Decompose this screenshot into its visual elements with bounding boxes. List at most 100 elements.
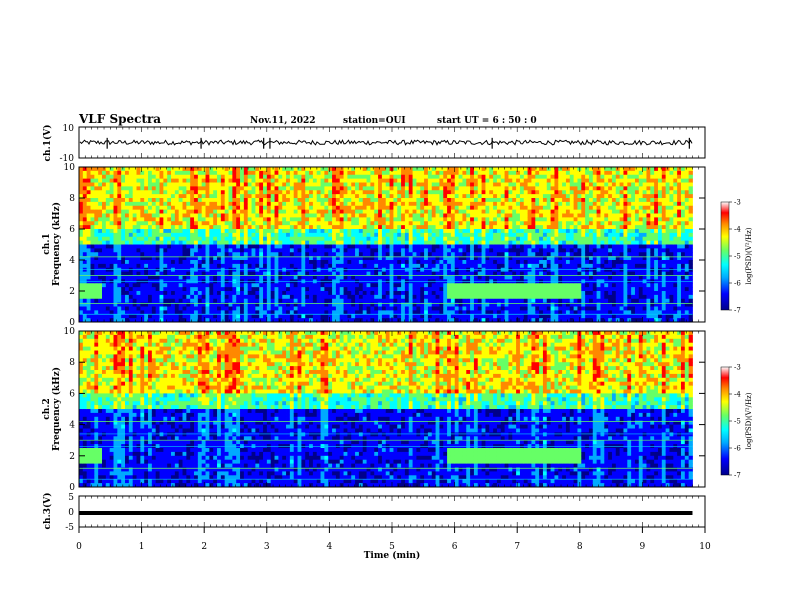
spec-cell	[255, 310, 260, 315]
spec-cell	[458, 209, 463, 214]
spec-cell	[450, 232, 456, 238]
spec-cell	[343, 198, 348, 203]
spec-cell	[182, 298, 187, 304]
spec-cell	[128, 236, 134, 242]
spec-cell	[186, 267, 191, 273]
spec-cell	[197, 194, 203, 199]
spec-cell	[339, 170, 344, 176]
spec-cell	[443, 232, 448, 238]
spec-cell	[519, 260, 525, 265]
spec-cell	[270, 294, 275, 300]
spec-cell	[205, 198, 210, 203]
spec-cell	[194, 201, 199, 207]
spec-cell	[401, 310, 406, 315]
spec-cell	[79, 244, 84, 249]
spec-cell	[519, 314, 525, 319]
spec-cell	[332, 260, 337, 265]
spec-cell	[171, 205, 176, 211]
spec-cell	[508, 310, 513, 315]
spec-cell	[378, 182, 383, 187]
spec-cell	[531, 310, 536, 315]
spec-cell	[324, 275, 329, 280]
spec-cell	[401, 186, 406, 191]
spec-cell	[485, 256, 490, 261]
spec-cell	[539, 232, 544, 238]
spec-cell	[512, 209, 517, 214]
spec-cell	[309, 294, 314, 300]
spec-cell	[270, 205, 275, 211]
spec-cell	[155, 310, 160, 315]
spec-cell	[171, 287, 176, 292]
spec-cell	[301, 225, 306, 230]
spec-cell	[190, 263, 195, 269]
spec-cell	[117, 294, 122, 300]
spec-cell	[121, 267, 126, 273]
spec-cell	[343, 260, 348, 265]
spec-cell	[473, 182, 479, 187]
spec-cell	[301, 302, 306, 307]
spec-cell	[332, 283, 337, 288]
spec-cell	[232, 182, 237, 187]
spec-cell	[381, 182, 387, 187]
spec-cell	[454, 229, 459, 234]
spec-cell	[473, 302, 479, 307]
figure-title: VLF Spectra	[78, 112, 161, 126]
spec-cell	[94, 260, 99, 265]
spec-cell	[404, 306, 410, 311]
spec-cell	[213, 186, 218, 191]
spec-cell	[220, 174, 226, 180]
spec-cell	[282, 271, 287, 276]
spec-cell	[519, 263, 525, 269]
spec-cell	[220, 252, 226, 257]
spec-cell	[174, 186, 180, 191]
spec-cell	[171, 244, 176, 249]
spec-cell	[209, 248, 214, 253]
spec-cell	[424, 236, 429, 242]
spec-cell	[98, 298, 103, 304]
spec-cell	[79, 240, 84, 245]
spec-cell	[155, 240, 160, 245]
spec-cell	[240, 306, 245, 311]
spec-cell	[385, 318, 390, 323]
spec-cell	[539, 174, 544, 180]
spec-cell	[312, 205, 318, 211]
spec-cell	[320, 302, 325, 307]
spec-cell	[117, 236, 122, 242]
spec-cell	[481, 310, 486, 315]
spec-cell	[443, 294, 448, 300]
spec-cell	[186, 190, 191, 195]
spec-cell	[236, 178, 241, 183]
spec-cell	[121, 291, 126, 296]
spec-cell	[109, 271, 114, 276]
spec-cell	[301, 310, 306, 315]
spec-cell	[213, 275, 218, 280]
spec-cell	[462, 260, 467, 265]
spec-cell	[454, 201, 459, 207]
spec-cell	[401, 260, 406, 265]
spec-cell	[228, 256, 233, 261]
spec-cell	[270, 201, 275, 207]
spec-cell	[358, 194, 364, 199]
spec-cell	[217, 256, 222, 261]
spec-cell	[458, 248, 463, 253]
spec-cell	[217, 314, 222, 319]
spec-cell	[454, 306, 459, 311]
spec-cell	[546, 190, 552, 195]
spec-cell	[447, 318, 452, 323]
spec-cell	[462, 271, 467, 276]
spec-cell	[167, 167, 172, 172]
spec-cell	[205, 229, 210, 234]
spec-cell	[309, 170, 314, 176]
spec-cell	[335, 221, 341, 226]
spec-cell	[113, 283, 118, 288]
spec-cell	[224, 275, 229, 280]
spec-cell	[385, 186, 390, 191]
spec-cell	[286, 248, 291, 253]
spec-cell	[144, 263, 149, 269]
spec-cell	[243, 306, 249, 311]
spec-cell	[424, 201, 429, 207]
spec-cell	[255, 167, 260, 172]
spec-cell	[113, 244, 118, 249]
spec-cell	[351, 314, 356, 319]
spec-cell	[86, 298, 91, 304]
